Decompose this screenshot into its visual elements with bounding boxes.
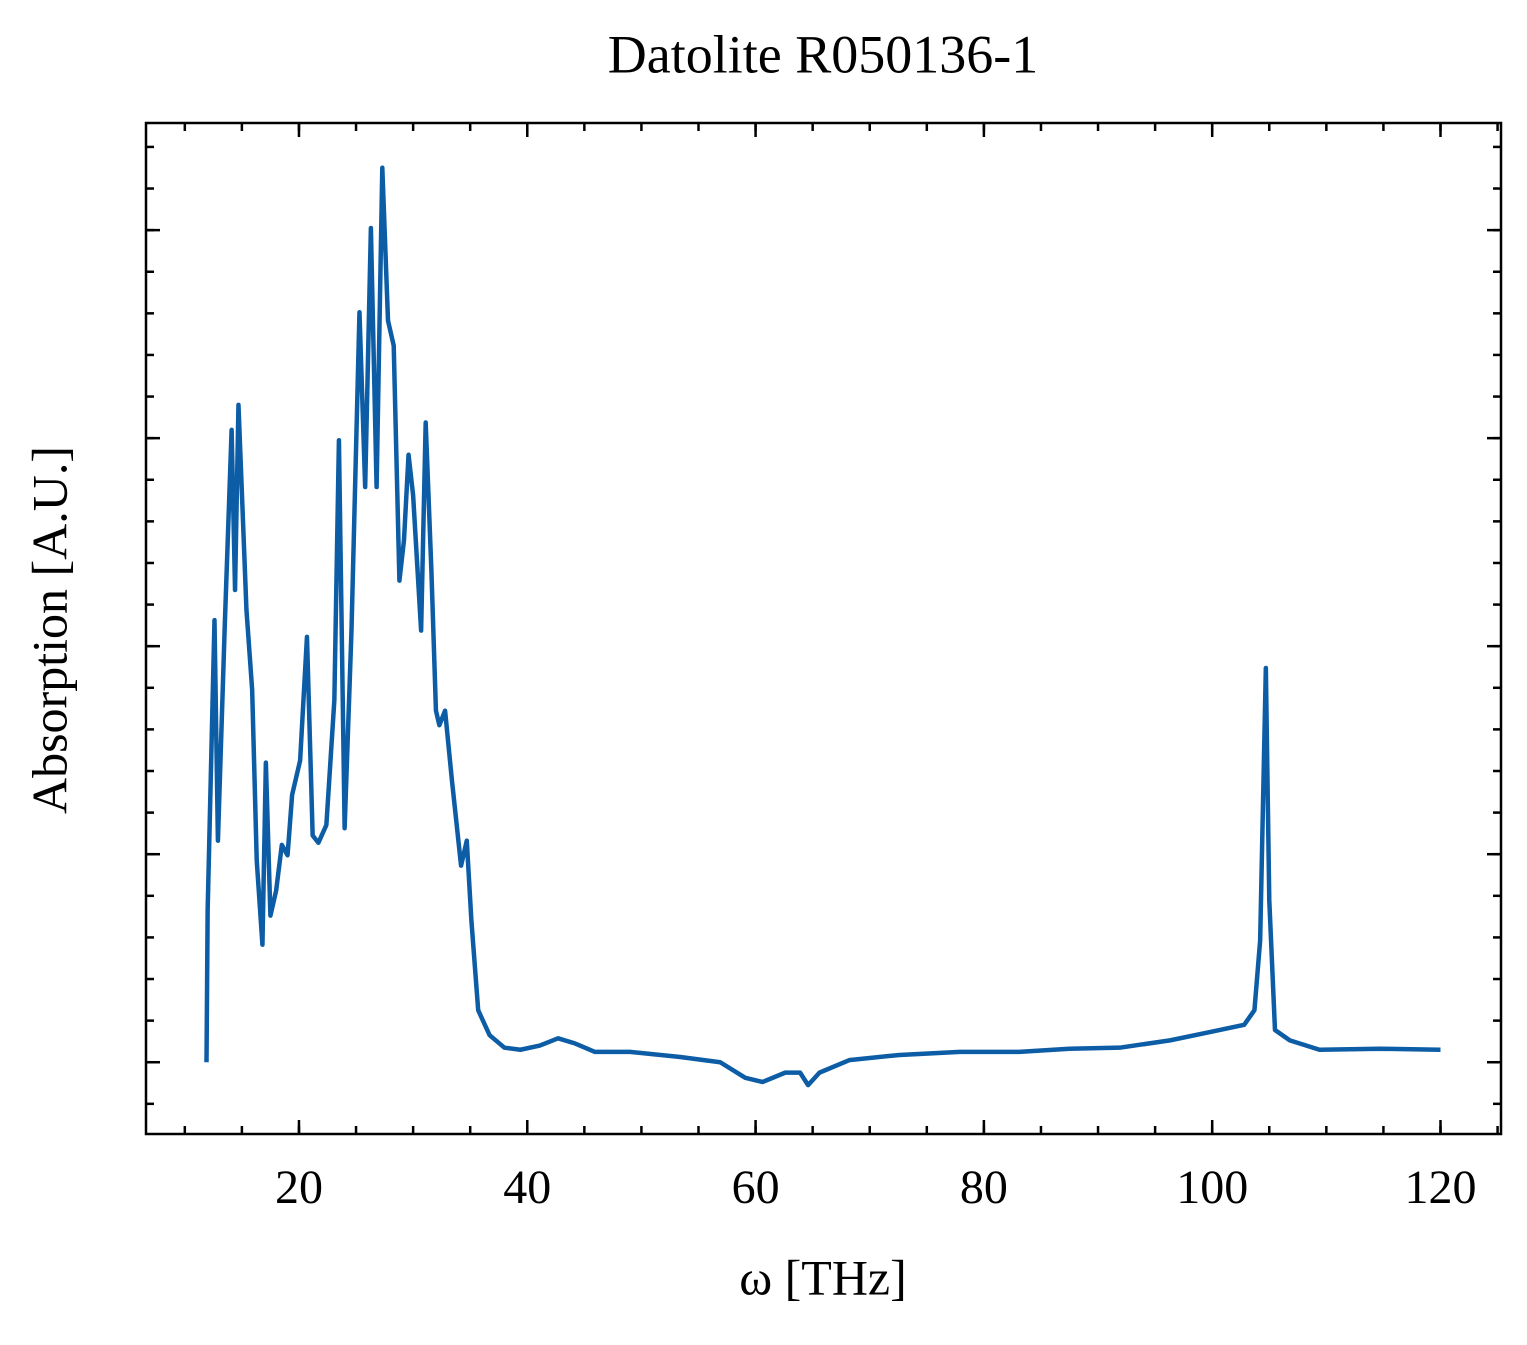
x-tick-label: 60: [732, 1161, 780, 1214]
x-tick-label: 80: [960, 1161, 1008, 1214]
data-line: [204, 165, 1441, 1088]
x-axis-label: ω [THz]: [739, 1249, 907, 1305]
x-tick-label: 100: [1176, 1161, 1248, 1214]
x-tick-label: 120: [1404, 1161, 1476, 1214]
chart-title: Datolite R050136-1: [608, 24, 1038, 84]
x-tick-label: 20: [275, 1161, 323, 1214]
plot-frame: [144, 121, 1503, 1136]
y-axis-label: Absorption [A.U.]: [21, 446, 77, 814]
x-tick-label: 40: [503, 1161, 551, 1214]
